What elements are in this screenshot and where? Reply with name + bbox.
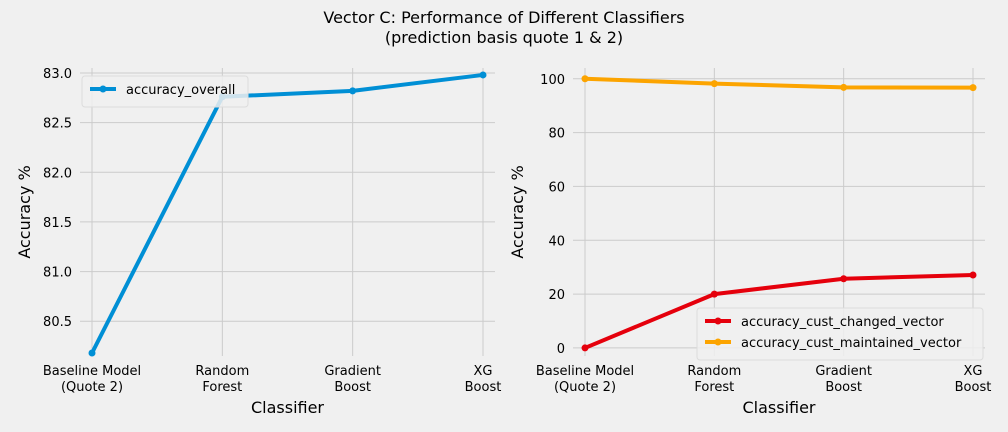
x-tick-label: Random Forest	[195, 364, 249, 395]
series-line	[584, 76, 974, 90]
y-axis-label: Accuracy %	[508, 165, 527, 258]
panel-2: 0 20 40 60 80 100 Baseline Model (Quote 2) Rando…	[508, 68, 991, 417]
x-tick-label-line: Gradient	[324, 364, 381, 379]
x-axis-label: Classifier	[742, 398, 815, 417]
y-tick-label: 81.5	[43, 216, 72, 231]
y-tick-label: 0	[557, 342, 565, 357]
series-line	[90, 72, 484, 354]
legend-label: accuracy_cust_changed_vector	[741, 315, 944, 330]
legend-marker	[99, 85, 107, 93]
figure-subtitle: (prediction basis quote 1 & 2)	[385, 28, 623, 47]
legend-box	[81, 75, 249, 108]
legend: accuracy_cust_changed_vector accuracy_cus…	[696, 307, 984, 361]
data-point	[88, 349, 96, 357]
y-tick-label: 40	[548, 234, 565, 249]
legend: accuracy_overall	[81, 75, 249, 108]
y-tick-label: 80.5	[43, 315, 72, 330]
y-axis-label: Accuracy %	[15, 165, 34, 258]
x-tick-label-line: Boost	[955, 380, 992, 395]
series-line	[584, 272, 974, 350]
y-tick-label: 100	[540, 73, 565, 88]
y-tick-label: 81.0	[43, 266, 72, 281]
x-tick-label-line: Forest	[202, 380, 242, 395]
x-axis-label: Classifier	[251, 398, 324, 417]
figure-title: Vector C: Performance of Different Class…	[323, 8, 684, 27]
x-tick-label-line: XG	[474, 364, 493, 379]
x-tick-label-line: Random	[195, 364, 249, 379]
data-point	[840, 83, 848, 91]
x-tick-label-line: Forest	[694, 380, 734, 395]
x-tick-label: Random Forest	[687, 364, 741, 395]
data-point	[479, 71, 487, 79]
data-point	[710, 80, 718, 88]
legend-label: accuracy_overall	[126, 83, 235, 98]
x-tick-label-line: (Quote 2)	[61, 380, 123, 395]
x-tick-label: Gradient Boost	[815, 364, 872, 395]
data-point	[581, 75, 589, 83]
data-point	[581, 344, 589, 352]
data-point	[969, 84, 977, 92]
y-tick-label: 60	[548, 180, 565, 195]
legend-marker	[714, 338, 722, 346]
x-tick-label: XG Boost	[955, 364, 992, 395]
x-tick-label-line: XG	[964, 364, 983, 379]
y-tick-label: 20	[548, 288, 565, 303]
data-point	[840, 275, 848, 283]
x-tick-label-line: Baseline Model	[536, 364, 634, 379]
panel-1: 80.5 81.0 81.5 82.0 82.5 83.0 Baseline Model (Q…	[15, 67, 501, 417]
x-tick-label-line: Boost	[465, 380, 502, 395]
y-tick-label: 80	[548, 127, 565, 142]
x-tick-label-line: Gradient	[815, 364, 872, 379]
y-tick-label: 82.0	[43, 166, 72, 181]
legend-label: accuracy_cust_maintained_vector	[741, 336, 962, 351]
y-tick-label: 82.5	[43, 117, 72, 132]
x-tick-label: Baseline Model (Quote 2)	[43, 364, 141, 395]
y-tick-label: 83.0	[43, 67, 72, 82]
legend-marker	[714, 317, 722, 325]
legend-box	[696, 307, 984, 361]
x-tick-label-line: (Quote 2)	[554, 380, 616, 395]
x-tick-label-line: Random	[687, 364, 741, 379]
data-point	[710, 290, 718, 298]
x-tick-label-line: Boost	[334, 380, 371, 395]
x-tick-label: Baseline Model (Quote 2)	[536, 364, 634, 395]
data-point	[969, 271, 977, 279]
x-tick-label: XG Boost	[465, 364, 502, 395]
data-point	[349, 87, 357, 95]
x-tick-label: Gradient Boost	[324, 364, 381, 395]
x-tick-label-line: Baseline Model	[43, 364, 141, 379]
x-tick-label-line: Boost	[825, 380, 862, 395]
